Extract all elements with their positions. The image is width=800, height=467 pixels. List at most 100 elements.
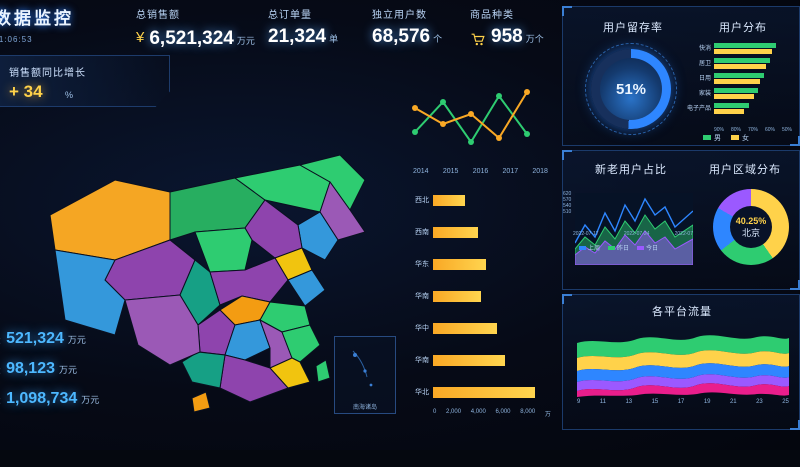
- kpi-value: 68,576: [372, 26, 431, 47]
- stream-band-c: [577, 363, 789, 382]
- legend-swatch: [608, 246, 616, 250]
- left-stat-row: 额: 1,098,734 万元: [0, 390, 186, 408]
- china-map[interactable]: 南海诸岛: [20, 120, 400, 420]
- stat-label: 额:: [0, 332, 2, 348]
- x-tick: 21: [729, 399, 737, 405]
- x-tick: 11: [599, 399, 607, 405]
- map-region-liaoning: [297, 211, 339, 261]
- x-tick: 23: [756, 399, 763, 405]
- kpi-label: 总订单量: [268, 10, 312, 21]
- stream-band-e: [577, 383, 789, 397]
- map-inset-south-china-sea: 南海诸岛: [334, 336, 396, 414]
- x-tick: 15: [651, 399, 659, 405]
- dist-label: 日用: [698, 76, 711, 82]
- left-stat-row: 额: 98,123 万元: [0, 360, 186, 378]
- dist-bar-female: [714, 64, 766, 69]
- panel-title-new-old: 新老用户占比: [595, 164, 667, 176]
- x-tick: 2014: [413, 168, 429, 175]
- panel-user-retention-distribution: 用户留存率 用户分布 51% 快消 居卫 日用 家装: [562, 6, 800, 146]
- y-tick: 510: [563, 209, 572, 215]
- x-tick: 2016: [472, 168, 489, 175]
- new-old-x-axis: 2022-07-17 2022-07-24 2022-07: [573, 231, 693, 237]
- dist-bar-male: [714, 58, 770, 63]
- bar: [433, 227, 478, 238]
- legend-item-yesterday: 昨日: [608, 243, 629, 252]
- donut-percent: 40.25%: [735, 215, 767, 226]
- x-tick: 0: [433, 409, 437, 415]
- region-donut-chart: 40.25% 北京: [713, 189, 789, 265]
- y-tick: 620: [563, 191, 572, 197]
- dist-bar-female: [714, 79, 760, 84]
- kpi-value: 958: [491, 26, 523, 47]
- kpi-unit: 单: [329, 34, 339, 44]
- stream-band-a: [577, 335, 789, 358]
- dist-bar-male: [714, 88, 758, 93]
- china-map-svg[interactable]: [20, 120, 400, 420]
- bar-label: 华南: [415, 357, 429, 364]
- kpi-label: 总销售额: [136, 10, 180, 21]
- series-today-area: [575, 230, 693, 265]
- stat-unit: 万元: [81, 395, 100, 405]
- x-tick: 90%: [714, 127, 725, 133]
- kpi-value: 6,521,324: [149, 28, 234, 49]
- middle-column: 2014 2015 2016 2017 2018 西北 西南 华东 华南 华中 …: [405, 60, 555, 430]
- panel-newold-region: 新老用户占比 用户区域分布 620 570 540 510 2022-07-17…: [562, 150, 800, 290]
- x-tick: 万: [544, 412, 551, 418]
- bar: [433, 387, 535, 398]
- x-tick: 80%: [730, 127, 741, 133]
- x-tick: 2022-07-24: [623, 231, 650, 237]
- trend-line-chart: [412, 89, 530, 145]
- stat-value: 521,324: [6, 330, 64, 347]
- panel-title-distribution: 用户分布: [719, 22, 767, 34]
- trend-x-axis: 2014 2015 2016 2017 2018: [413, 168, 548, 175]
- legend-item-female: 女: [731, 133, 749, 143]
- header-bar: 数据监控 11:06:53 总销售额 ¥ 6,521,324 万元 总订单量 2…: [0, 0, 800, 60]
- donut-name: 北京: [741, 227, 760, 238]
- stat-value: 1,098,734: [6, 390, 78, 407]
- kpi-unique-users: 独立用户数 68,576 个: [372, 6, 442, 47]
- dist-bar-male: [714, 73, 764, 78]
- legend-label: 男: [714, 135, 721, 142]
- kpi-value: 21,324: [268, 26, 327, 47]
- x-tick: 13: [625, 399, 633, 405]
- legend-label: 昨日: [617, 246, 630, 252]
- map-region-jilin: [319, 180, 366, 241]
- retention-gauge: 51%: [591, 49, 671, 129]
- map-region-hunan: [224, 319, 271, 361]
- kpi-label: 商品种类: [470, 10, 514, 21]
- x-tick: 2017: [502, 168, 519, 175]
- growth-label: 销售额同比增长: [9, 68, 86, 79]
- x-tick: 2022-07: [674, 231, 693, 237]
- bar-label: 华北: [415, 389, 429, 396]
- map-region-jiangsu: [287, 269, 326, 307]
- legend-item-today: 今日: [637, 243, 658, 252]
- bar: [433, 259, 486, 270]
- dashboard-root: 数据监控 11:06:53 总销售额 ¥ 6,521,324 万元 总订单量 2…: [0, 0, 800, 450]
- x-tick: 9: [577, 399, 581, 405]
- map-region-yunnan: [124, 294, 201, 366]
- legend-item-lastweek: 上周: [579, 243, 600, 252]
- stat-unit: 万元: [59, 365, 78, 375]
- panel-title-region: 用户区域分布: [709, 164, 781, 176]
- stream-band-b: [577, 350, 789, 371]
- y-tick: 540: [563, 203, 572, 209]
- distribution-bars: 快消 居卫 日用 家装 电子产品: [685, 43, 793, 133]
- stat-value: 98,123: [6, 360, 55, 377]
- bar: [433, 323, 497, 334]
- kpi-total-sales: 总销售额 ¥ 6,521,324 万元: [136, 6, 255, 49]
- x-tick: 6,000: [495, 409, 511, 415]
- map-region-guangxi: [181, 351, 226, 389]
- dist-bar-female: [714, 94, 754, 99]
- new-old-y-axis: 620 570 540 510: [563, 191, 581, 215]
- stat-unit: 万元: [67, 335, 86, 345]
- dist-label: 居卫: [698, 61, 711, 67]
- left-stat-row: 额: 521,324 万元: [0, 330, 186, 348]
- map-region-heilongjiang: [298, 154, 366, 211]
- bar: [433, 195, 465, 206]
- map-region-taiwan: [315, 359, 331, 383]
- stream-band-d: [577, 374, 789, 391]
- legend-label: 女: [742, 135, 749, 142]
- legend-swatch: [703, 135, 711, 140]
- bar-label: 华南: [415, 293, 429, 300]
- kpi-product-types: 商品种类 958 万个: [470, 6, 544, 47]
